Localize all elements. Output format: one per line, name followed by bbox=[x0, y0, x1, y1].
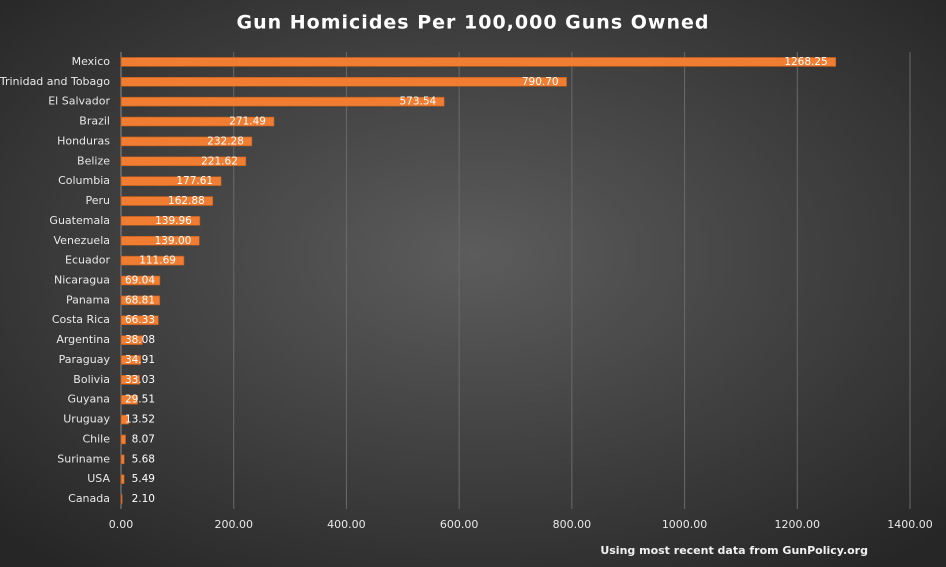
y-tick-label: Belize bbox=[77, 154, 110, 167]
y-tick-label: Panama bbox=[66, 293, 110, 306]
y-tick-label: Honduras bbox=[57, 134, 110, 147]
bar bbox=[120, 116, 275, 127]
y-tick-label: Columbia bbox=[58, 174, 110, 187]
x-tick-label: 1400.00 bbox=[887, 518, 933, 531]
bar bbox=[120, 295, 161, 306]
bar bbox=[120, 216, 201, 226]
bar bbox=[120, 96, 445, 107]
value-label: 221.62 bbox=[201, 155, 238, 167]
bar bbox=[120, 355, 141, 365]
value-label: 1268.25 bbox=[784, 56, 827, 68]
value-label: 139.00 bbox=[155, 235, 192, 247]
y-tick-label: Paraguay bbox=[59, 353, 111, 366]
source-note: Using most recent data from GunPolicy.or… bbox=[600, 544, 868, 557]
value-label: 5.49 bbox=[132, 473, 155, 485]
value-label: 573.54 bbox=[399, 96, 436, 108]
x-tick-label: 400.00 bbox=[327, 518, 366, 531]
x-tick-label: 1200.00 bbox=[775, 518, 821, 531]
bar bbox=[120, 414, 129, 425]
bar bbox=[120, 275, 161, 286]
y-tick-label: Argentina bbox=[56, 333, 110, 346]
value-label: 177.61 bbox=[176, 175, 213, 187]
y-tick-label: Peru bbox=[85, 194, 110, 207]
y-tick-label: Nicaragua bbox=[54, 274, 110, 287]
value-label: 111.69 bbox=[139, 255, 176, 267]
bar bbox=[120, 434, 126, 445]
bar bbox=[120, 454, 125, 465]
x-tick-label: 1000.00 bbox=[662, 518, 708, 531]
y-tick-label: Mexico bbox=[72, 55, 111, 68]
x-tick-label: 0.00 bbox=[109, 518, 134, 531]
y-tick-label: Brazil bbox=[79, 115, 110, 128]
value-label: 38.08 bbox=[125, 334, 155, 346]
bar bbox=[120, 136, 253, 147]
value-label: 13.52 bbox=[125, 414, 155, 426]
y-tick-label: Chile bbox=[82, 432, 110, 445]
bar bbox=[120, 176, 222, 186]
bar bbox=[120, 315, 159, 326]
value-label: 33.03 bbox=[125, 374, 155, 386]
value-label: 69.04 bbox=[125, 275, 155, 287]
bar bbox=[120, 394, 138, 405]
value-label: 66.33 bbox=[125, 314, 155, 326]
value-label: 8.07 bbox=[132, 433, 155, 445]
bar bbox=[120, 77, 567, 87]
y-tick-label: Suriname bbox=[57, 452, 110, 465]
y-tick-label: Uruguay bbox=[63, 413, 110, 426]
bar bbox=[120, 375, 140, 385]
bar bbox=[120, 156, 247, 167]
y-tick-label: Guatemala bbox=[49, 214, 110, 227]
value-label: 232.28 bbox=[207, 135, 244, 147]
y-tick-label: Venezuela bbox=[54, 234, 111, 247]
y-tick-label: Costa Rica bbox=[52, 313, 110, 326]
value-label: 34.91 bbox=[125, 354, 155, 366]
bar bbox=[120, 235, 200, 246]
bar bbox=[120, 255, 185, 266]
y-tick-label: Canada bbox=[68, 492, 110, 505]
y-tick-label: Trinidad and Tobago bbox=[0, 75, 110, 88]
value-label: 68.81 bbox=[125, 294, 155, 306]
y-tick-label: USA bbox=[87, 472, 110, 485]
x-tick-label: 200.00 bbox=[214, 518, 253, 531]
bar bbox=[120, 494, 123, 504]
value-label: 29.51 bbox=[125, 394, 155, 406]
bar bbox=[120, 196, 214, 206]
chart-title: Gun Homicides Per 100,000 Guns Owned bbox=[237, 12, 710, 34]
value-label: 162.88 bbox=[168, 195, 205, 207]
value-label: 5.68 bbox=[132, 453, 155, 465]
y-tick-label: Bolivia bbox=[73, 373, 110, 386]
value-label: 139.96 bbox=[155, 215, 192, 227]
x-tick-label: 600.00 bbox=[440, 518, 479, 531]
bar bbox=[120, 57, 837, 67]
bar bbox=[120, 474, 125, 484]
x-tick-label: 800.00 bbox=[553, 518, 592, 531]
y-tick-label: Guyana bbox=[68, 393, 110, 406]
value-label: 2.10 bbox=[132, 493, 155, 505]
y-tick-label: Ecuador bbox=[65, 254, 110, 267]
value-label: 790.70 bbox=[522, 76, 559, 88]
value-label: 271.49 bbox=[229, 116, 266, 128]
y-tick-label: El Salvador bbox=[48, 95, 110, 108]
bar bbox=[120, 335, 143, 345]
